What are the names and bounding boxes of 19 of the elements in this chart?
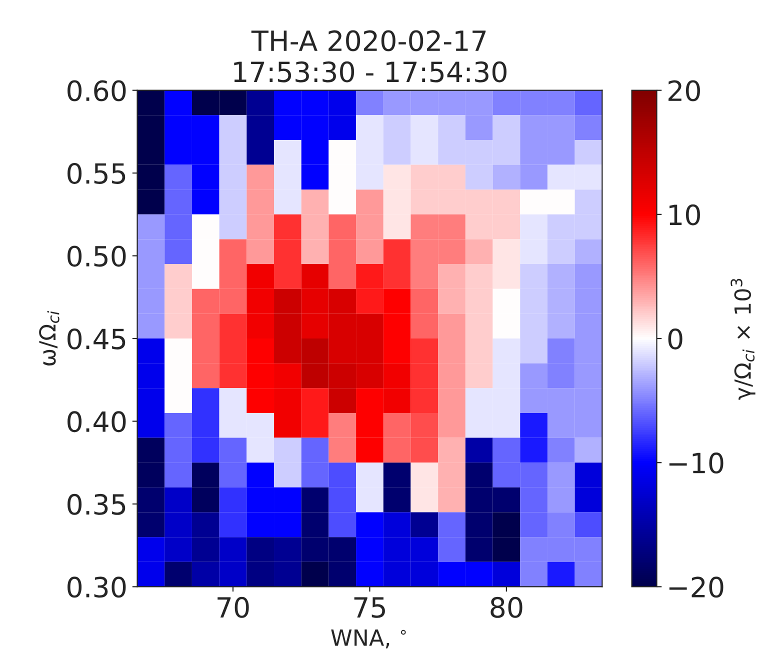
y-tick-label: 0.50 bbox=[68, 246, 126, 267]
y-tick-label: 0.55 bbox=[68, 162, 126, 184]
x-tick-label: 75 bbox=[354, 597, 385, 618]
x-tick-label: 80 bbox=[490, 596, 522, 618]
color-bar-label: 0 bbox=[668, 328, 682, 350]
color-bar-label: −20 bbox=[669, 576, 724, 598]
color-bar-label: 10 bbox=[670, 204, 700, 226]
x-tick-label: 70 bbox=[218, 596, 249, 618]
color-bar-title: γ/Ω$_{ci}$ × 10$^{3}$ bbox=[730, 278, 756, 400]
y-tick-label: 0.60 bbox=[68, 80, 126, 102]
color-bar-label: −10 bbox=[669, 452, 724, 474]
y-axis-title: ω/Ω$_{ci}$ bbox=[39, 310, 60, 366]
color-bar-label: 20 bbox=[668, 80, 700, 102]
chart-title: TH-A 2020-02-17 17:53:30 - 17:54:30 bbox=[234, 30, 506, 82]
y-tick-label: 0.40 bbox=[68, 411, 126, 432]
y-tick-label: 0.35 bbox=[68, 494, 126, 515]
y-tick-label: 0.30 bbox=[68, 576, 126, 598]
x-axis-title: WNA, $^{∘}$ bbox=[331, 630, 406, 648]
y-tick-label: 0.45 bbox=[68, 328, 126, 350]
